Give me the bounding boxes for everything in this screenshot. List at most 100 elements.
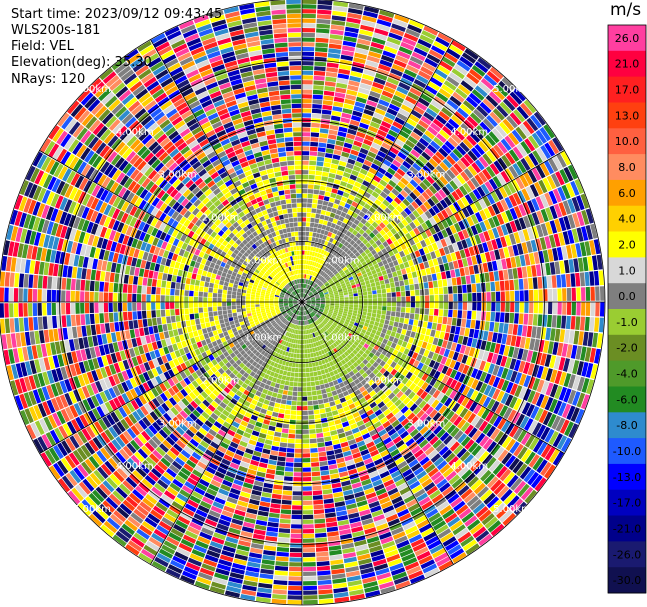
velocity-gate: [219, 319, 225, 324]
velocity-gate: [239, 369, 246, 376]
velocity-gate: [189, 284, 195, 291]
velocity-gate: [292, 309, 296, 313]
velocity-gate: [305, 315, 307, 320]
velocity-gate: [154, 263, 161, 272]
velocity-gate: [293, 339, 297, 344]
velocity-gate: [136, 294, 142, 302]
velocity-gate: [71, 266, 78, 279]
velocity-gate: [261, 378, 268, 384]
velocity-gate: [205, 466, 216, 475]
velocity-gate: [230, 398, 238, 405]
velocity-gate: [457, 335, 464, 345]
velocity-gate: [156, 552, 171, 563]
velocity-gate: [318, 593, 334, 600]
velocity-gate: [326, 322, 331, 327]
velocity-gate: [404, 312, 410, 319]
velocity-gate: [360, 412, 368, 420]
velocity-gate: [403, 335, 410, 343]
velocity-gate: [260, 371, 266, 378]
velocity-gate: [266, 380, 272, 386]
velocity-gate: [278, 389, 284, 394]
velocity-gate: [340, 319, 345, 324]
velocity-gate: [163, 265, 170, 274]
velocity-gate: [312, 366, 317, 372]
velocity-gate: [424, 357, 432, 366]
velocity-gate: [241, 436, 250, 443]
velocity-gate: [532, 439, 544, 453]
velocity-gate: [393, 500, 405, 509]
velocity-gate: [303, 571, 317, 576]
velocity-gate: [411, 394, 420, 403]
velocity-gate: [331, 375, 337, 381]
velocity-gate: [48, 329, 55, 342]
velocity-gate: [326, 314, 331, 319]
velocity-gate: [409, 365, 417, 374]
velocity-gate: [313, 309, 318, 313]
velocity-gate: [451, 402, 461, 413]
velocity-gate: [430, 471, 442, 481]
velocity-gate: [378, 336, 384, 343]
velocity-gate: [493, 322, 500, 333]
velocity-gate: [250, 459, 260, 467]
velocity-gate: [471, 368, 479, 379]
velocity-gate: [163, 513, 177, 523]
velocity-gate: [327, 454, 336, 461]
velocity-gate: [115, 331, 122, 342]
velocity-gate: [197, 504, 210, 514]
velocity-gate: [547, 413, 557, 428]
velocity-gate: [229, 441, 239, 449]
velocity-gate: [302, 505, 313, 510]
velocity-gate: [274, 575, 288, 581]
velocity-gate: [305, 363, 309, 368]
velocity-gate: [397, 339, 404, 346]
velocity-gate: [254, 406, 262, 412]
velocity-gate: [482, 438, 493, 450]
velocity-gate: [517, 483, 530, 498]
velocity-gate: [439, 482, 451, 493]
velocity-gate: [4, 318, 11, 334]
velocity-gate: [223, 386, 231, 394]
velocity-gate: [235, 504, 247, 512]
velocity-gate: [231, 294, 237, 299]
velocity-gate: [348, 309, 353, 313]
velocity-gate: [311, 303, 316, 305]
velocity-gate: [357, 310, 363, 315]
velocity-gate: [302, 524, 314, 529]
velocity-gate: [349, 302, 354, 305]
velocity-gate: [267, 521, 279, 528]
velocity-gate: [386, 340, 393, 347]
velocity-gate: [215, 449, 225, 458]
velocity-gate: [309, 313, 312, 318]
velocity-gate: [326, 362, 331, 368]
velocity-gate: [312, 347, 316, 353]
velocity-gate: [548, 448, 560, 464]
velocity-gate: [460, 488, 473, 500]
velocity-gate: [34, 330, 41, 345]
velocity-gate: [496, 390, 505, 402]
velocity-gate: [267, 390, 273, 396]
velocity-gate: [536, 441, 548, 456]
velocity-gate: [318, 598, 334, 604]
velocity-gate: [294, 344, 298, 349]
velocity-gate: [384, 334, 390, 340]
velocity-gate: [343, 345, 349, 351]
velocity-gate: [204, 554, 219, 563]
velocity-gate: [213, 454, 223, 462]
velocity-gate: [447, 516, 461, 528]
velocity-gate: [276, 348, 281, 354]
velocity-gate: [559, 371, 567, 386]
velocity-gate: [171, 501, 184, 511]
velocity-gate: [372, 354, 379, 361]
velocity-gate: [248, 419, 257, 426]
velocity-gate: [512, 460, 524, 474]
velocity-gate: [217, 328, 223, 334]
velocity-gate: [253, 529, 266, 536]
velocity-gate: [507, 495, 520, 509]
velocity-gate: [308, 415, 315, 420]
velocity-gate: [303, 311, 305, 316]
velocity-gate: [320, 315, 325, 320]
velocity-gate: [294, 309, 297, 314]
velocity-gate: [356, 548, 370, 556]
velocity-gate: [198, 291, 204, 297]
